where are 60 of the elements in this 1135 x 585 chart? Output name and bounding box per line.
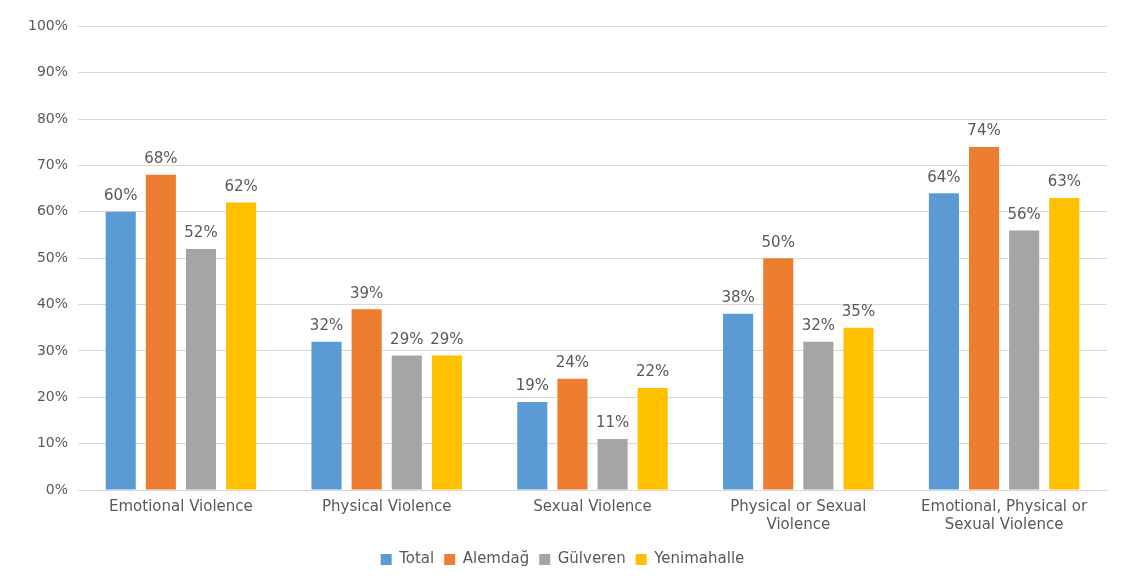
y-tick-label: 60%: [36, 202, 69, 219]
data-label: 24%: [555, 353, 590, 372]
data-label: 63%: [1047, 172, 1081, 191]
data-label: 32%: [801, 316, 836, 335]
y-tick-label: 80%: [36, 109, 69, 126]
data-label: 68%: [144, 149, 178, 168]
y-tick-label: 40%: [36, 295, 69, 312]
y-tick-label: 100%: [27, 17, 69, 34]
y-tick-label: 0%: [45, 480, 69, 497]
data-label: 29%: [390, 329, 424, 348]
bar: [928, 193, 959, 490]
data-label: 11%: [595, 413, 630, 432]
bar: [968, 146, 1000, 490]
data-label: 19%: [515, 376, 549, 395]
y-tick-label: 50%: [36, 248, 69, 265]
x-tick-label: Emotional Violence: [109, 496, 253, 515]
data-label: 60%: [104, 186, 138, 205]
legend-label: Yenimahalle: [653, 549, 745, 568]
legend-label: Total: [398, 549, 435, 568]
bar: [145, 174, 176, 490]
bar: [351, 309, 382, 490]
y-tick-label: 90%: [36, 63, 69, 80]
bar: [843, 327, 874, 490]
x-tick-label: Physical or Sexual Violence: [730, 496, 867, 533]
x-tick-label: Sexual Violence: [533, 496, 652, 515]
data-label: 32%: [309, 316, 344, 335]
y-tick-label: 70%: [36, 156, 69, 173]
legend-label: Alemdağ: [462, 549, 530, 568]
bar: [1009, 230, 1040, 490]
bar: [226, 202, 257, 490]
bar: [311, 341, 342, 490]
data-label: 35%: [841, 302, 876, 321]
bar: [597, 439, 628, 490]
bar: [431, 355, 462, 490]
bar: [391, 355, 422, 490]
bar: [185, 248, 217, 490]
bar: [763, 258, 794, 490]
data-label: 74%: [967, 121, 1001, 140]
x-tick-label: Physical Violence: [321, 496, 452, 515]
data-label: 56%: [1007, 204, 1041, 223]
y-tick-label: 30%: [36, 341, 69, 358]
data-label: 62%: [224, 176, 258, 195]
data-label: 52%: [184, 223, 218, 242]
bar: [1049, 197, 1080, 490]
data-label: 50%: [761, 232, 795, 251]
data-label: 38%: [721, 288, 755, 307]
bar: [803, 341, 834, 490]
data-label: 29%: [430, 329, 464, 348]
bar: [637, 388, 668, 490]
data-label: 39%: [349, 283, 384, 302]
data-label: 22%: [636, 362, 670, 381]
data-label: 64%: [927, 167, 961, 186]
x-tick-label: Emotional, Physical or Sexual Violence: [921, 496, 1088, 533]
bar: [723, 313, 754, 490]
bar: [517, 401, 548, 490]
bar: [557, 378, 588, 490]
y-tick-label: 10%: [36, 434, 69, 451]
legend-label: Gülveren: [557, 549, 626, 568]
y-tick-label: 20%: [36, 387, 69, 404]
bar: [105, 211, 136, 490]
